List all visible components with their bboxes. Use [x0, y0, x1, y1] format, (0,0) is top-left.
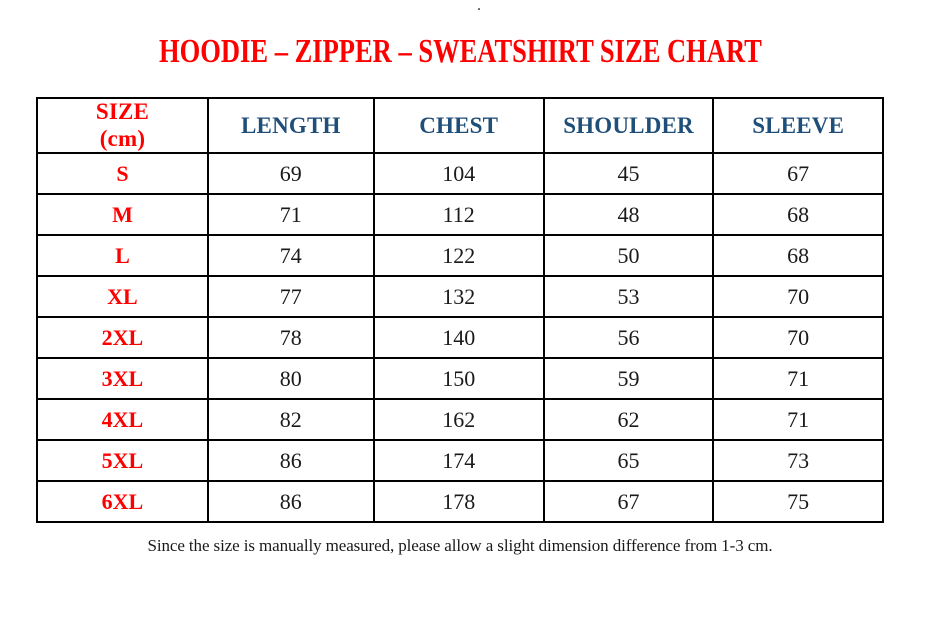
size-label: L	[36, 234, 209, 277]
chest-value: 122	[372, 234, 545, 277]
chest-value: 140	[372, 316, 545, 359]
table-row-6xl: 6XL 86 178 67 75	[36, 480, 884, 523]
size-label: S	[36, 152, 209, 195]
shoulder-column-header: SHOULDER	[542, 97, 715, 154]
size-label: 2XL	[36, 316, 209, 359]
length-value: 86	[206, 439, 375, 482]
page-title-text: HOODIE – ZIPPER – SWEATSHIRT SIZE CHART	[158, 33, 762, 70]
shoulder-value: 65	[542, 439, 715, 482]
length-value: 78	[206, 316, 375, 359]
length-value: 77	[206, 275, 375, 318]
sleeve-value: 70	[712, 275, 884, 318]
shoulder-value: 45	[542, 152, 715, 195]
page-title: HOODIE – ZIPPER – SWEATSHIRT SIZE CHART	[36, 33, 884, 71]
size-label: 4XL	[36, 398, 209, 441]
length-value: 74	[206, 234, 375, 277]
size-label: 5XL	[36, 439, 209, 482]
chest-value: 162	[372, 398, 545, 441]
shoulder-value: 48	[542, 193, 715, 236]
sleeve-column-header: SLEEVE	[712, 97, 884, 154]
sleeve-value: 70	[712, 316, 884, 359]
shoulder-value: 67	[542, 480, 715, 523]
length-value: 69	[206, 152, 375, 195]
size-label: M	[36, 193, 209, 236]
measurement-disclaimer: Since the size is manually measured, ple…	[147, 536, 773, 555]
stray-period-mark: .	[477, 0, 481, 14]
shoulder-value: 59	[542, 357, 715, 400]
size-label: XL	[36, 275, 209, 318]
length-value: 86	[206, 480, 375, 523]
shoulder-value: 53	[542, 275, 715, 318]
size-chart-table: SIZE (cm) LENGTH CHEST SHOULDER SLEEVE S…	[36, 97, 884, 523]
chest-value: 104	[372, 152, 545, 195]
sleeve-value: 71	[712, 357, 884, 400]
sleeve-value: 73	[712, 439, 884, 482]
chest-column-header: CHEST	[372, 97, 545, 154]
length-column-header: LENGTH	[206, 97, 375, 154]
size-column-header: SIZE (cm)	[36, 97, 209, 154]
sleeve-value: 67	[712, 152, 884, 195]
shoulder-value: 56	[542, 316, 715, 359]
sleeve-value: 68	[712, 234, 884, 277]
table-row-5xl: 5XL 86 174 65 73	[36, 439, 884, 482]
table-row-4xl: 4XL 82 162 62 71	[36, 398, 884, 441]
chest-value: 112	[372, 193, 545, 236]
length-value: 80	[206, 357, 375, 400]
table-row-l: L 74 122 50 68	[36, 234, 884, 277]
chest-value: 132	[372, 275, 545, 318]
sleeve-value: 75	[712, 480, 884, 523]
chest-value: 150	[372, 357, 545, 400]
header-row: SIZE (cm) LENGTH CHEST SHOULDER SLEEVE	[36, 97, 884, 154]
shoulder-value: 62	[542, 398, 715, 441]
sleeve-value: 68	[712, 193, 884, 236]
table-row-3xl: 3XL 80 150 59 71	[36, 357, 884, 400]
length-value: 71	[206, 193, 375, 236]
table-row-2xl: 2XL 78 140 56 70	[36, 316, 884, 359]
chest-value: 178	[372, 480, 545, 523]
table-row-xl: XL 77 132 53 70	[36, 275, 884, 318]
table-row-s: S 69 104 45 67	[36, 152, 884, 195]
sleeve-value: 71	[712, 398, 884, 441]
length-value: 82	[206, 398, 375, 441]
size-label: 6XL	[36, 480, 209, 523]
table-row-m: M 71 112 48 68	[36, 193, 884, 236]
shoulder-value: 50	[542, 234, 715, 277]
size-label: 3XL	[36, 357, 209, 400]
chest-value: 174	[372, 439, 545, 482]
